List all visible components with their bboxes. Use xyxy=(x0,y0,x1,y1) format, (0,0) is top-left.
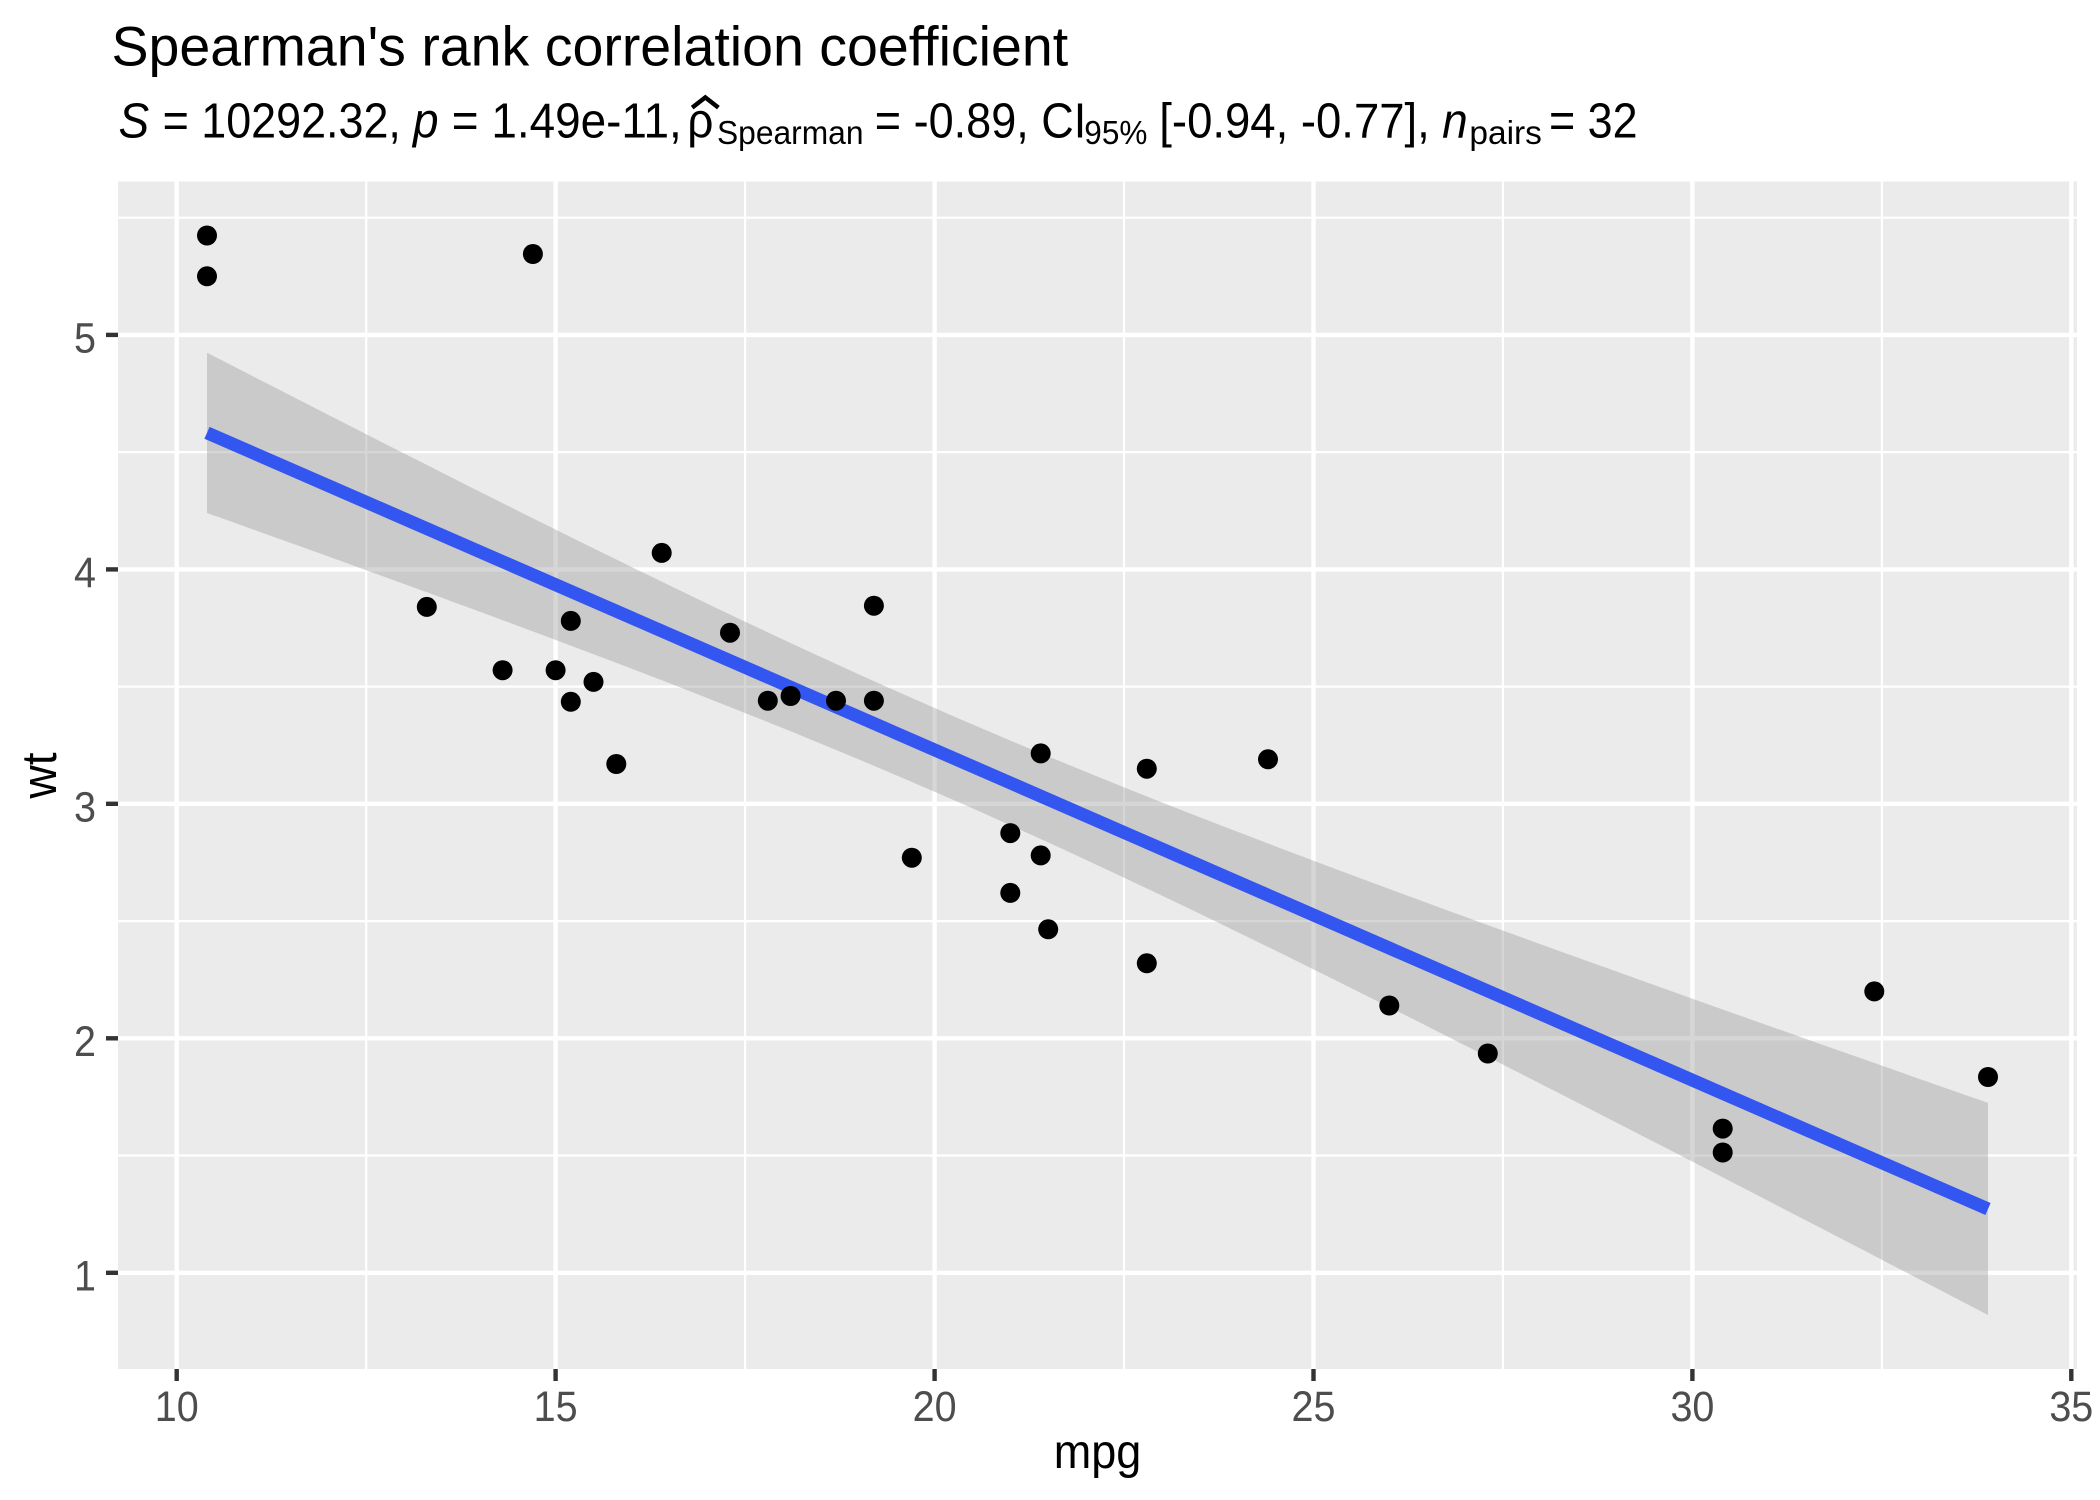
svg-text:pairs: pairs xyxy=(1469,113,1542,151)
svg-text:Spearman's rank correlation co: Spearman's rank correlation coefficient xyxy=(112,16,1069,78)
svg-text:p: p xyxy=(411,94,439,149)
svg-text:25: 25 xyxy=(1292,1383,1336,1431)
svg-text:[-0.94, -0.77],: [-0.94, -0.77], xyxy=(1159,94,1430,149)
svg-text:10: 10 xyxy=(155,1383,199,1431)
svg-text:= 10292.32,: = 10292.32, xyxy=(163,94,401,149)
svg-text:wt: wt xyxy=(13,753,68,800)
svg-text:30: 30 xyxy=(1670,1383,1714,1431)
svg-text:n: n xyxy=(1442,94,1468,149)
svg-text:2: 2 xyxy=(74,1018,96,1066)
svg-text:5: 5 xyxy=(74,314,96,362)
svg-text:= -0.89, CI: = -0.89, CI xyxy=(875,94,1086,149)
svg-text:35: 35 xyxy=(2049,1383,2093,1431)
svg-text:1: 1 xyxy=(74,1252,96,1300)
svg-text:Spearman: Spearman xyxy=(717,113,864,151)
svg-text:mpg: mpg xyxy=(1054,1425,1142,1479)
svg-text:4: 4 xyxy=(74,549,96,597)
svg-text:15: 15 xyxy=(534,1383,578,1431)
svg-text:S: S xyxy=(119,94,150,149)
svg-text:20: 20 xyxy=(913,1383,957,1431)
svg-text:= 32: = 32 xyxy=(1549,94,1638,149)
svg-text:3: 3 xyxy=(74,783,96,831)
svg-text:95%: 95% xyxy=(1084,113,1147,151)
svg-text:= 1.49e-11,: = 1.49e-11, xyxy=(452,94,682,149)
